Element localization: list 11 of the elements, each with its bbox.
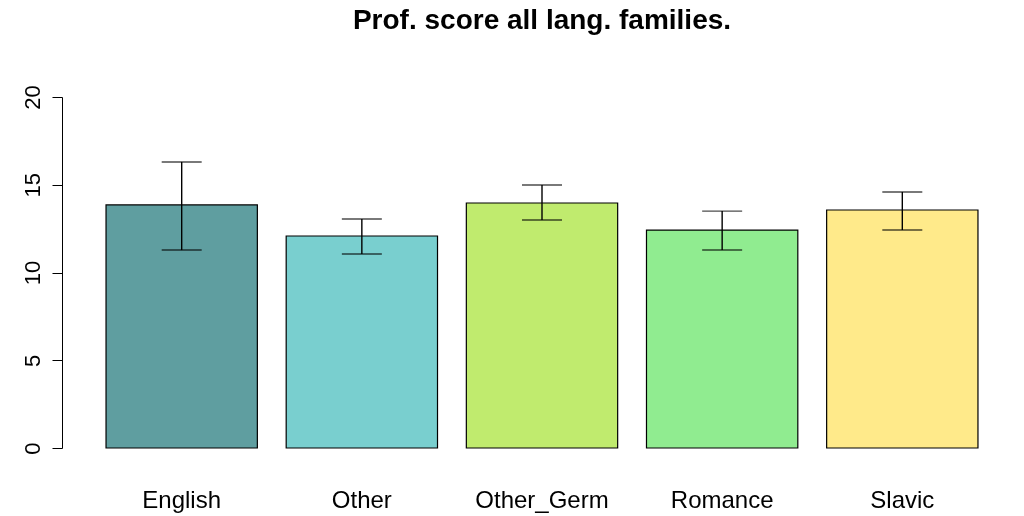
x-tick-label: Romance	[670, 485, 774, 513]
y-tick-label: 15	[19, 173, 45, 198]
y-tick-label: 0	[19, 442, 45, 455]
x-tick-label: Other	[331, 485, 392, 513]
chart-title: Prof. score all lang. families.	[352, 3, 732, 35]
x-tick-label: English	[142, 485, 222, 513]
x-tick-label: Slavic	[870, 485, 935, 513]
y-tick-label: 20	[19, 85, 45, 110]
y-tick-label: 5	[19, 354, 45, 367]
y-tick-label: 10	[19, 260, 45, 286]
x-tick-label: Other_Germ	[475, 485, 609, 513]
